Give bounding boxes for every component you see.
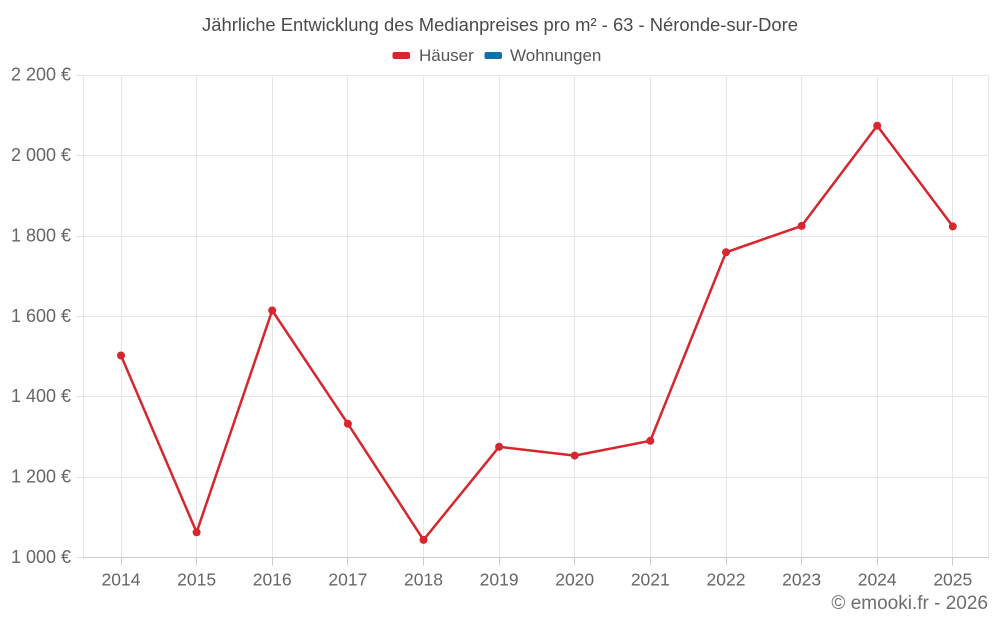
svg-text:2015: 2015 (177, 570, 216, 590)
svg-text:2022: 2022 (707, 570, 746, 590)
svg-text:1 000 €: 1 000 € (11, 547, 71, 567)
svg-text:2019: 2019 (480, 570, 519, 590)
svg-text:Häuser: Häuser (419, 46, 474, 65)
svg-text:2018: 2018 (404, 570, 443, 590)
svg-text:2016: 2016 (253, 570, 292, 590)
svg-text:2 000 €: 2 000 € (11, 145, 71, 165)
svg-text:2020: 2020 (555, 570, 594, 590)
svg-text:2017: 2017 (328, 570, 367, 590)
svg-text:2025: 2025 (933, 570, 972, 590)
svg-text:1 800 €: 1 800 € (11, 225, 71, 245)
svg-text:1 400 €: 1 400 € (11, 386, 71, 406)
svg-text:Wohnungen: Wohnungen (510, 46, 601, 65)
svg-text:© emooki.fr - 2026: © emooki.fr - 2026 (831, 593, 988, 614)
svg-text:2 200 €: 2 200 € (11, 65, 71, 85)
svg-text:2021: 2021 (631, 570, 670, 590)
svg-text:2024: 2024 (858, 570, 897, 590)
svg-text:1 200 €: 1 200 € (11, 467, 71, 487)
svg-text:2014: 2014 (102, 570, 141, 590)
svg-text:1 600 €: 1 600 € (11, 306, 71, 326)
svg-text:2023: 2023 (782, 570, 821, 590)
svg-text:Jährliche Entwicklung des Medi: Jährliche Entwicklung des Medianpreises … (202, 14, 798, 35)
